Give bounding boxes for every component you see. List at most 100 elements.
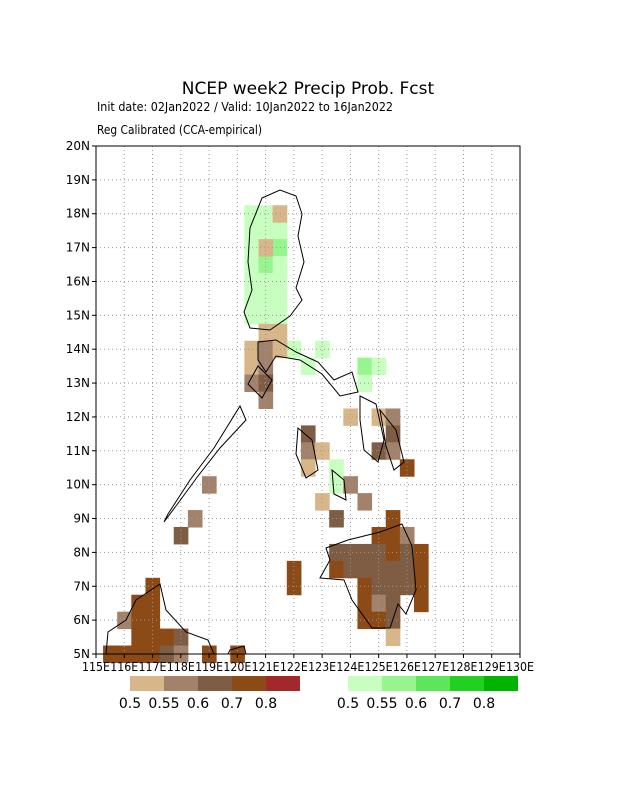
- lon-tick-label: 119E: [195, 660, 223, 674]
- prob-cell: [343, 560, 358, 579]
- axes: 115E 116E 117E 118E 119E 120E 121E 122E 123E 124E…: [66, 139, 534, 674]
- prob-cell: [385, 560, 401, 579]
- prob-cell: [145, 594, 161, 613]
- lat-tick-label: 20N: [66, 139, 90, 153]
- prob-cell: [300, 425, 316, 443]
- lon-tick-label: 120E: [223, 660, 251, 674]
- legend-swatch: [266, 676, 300, 691]
- prob-cell: [258, 239, 274, 257]
- lon-tick-label: 117E: [139, 660, 167, 674]
- prob-cell: [202, 476, 217, 494]
- prob-cell: [187, 510, 203, 528]
- legend-label: 0.8: [255, 696, 277, 712]
- legend-swatch: [382, 676, 416, 691]
- prob-cell: [371, 543, 387, 562]
- prob-cell: [258, 256, 274, 274]
- legend-label: 0.8: [473, 696, 495, 712]
- prob-cell: [371, 611, 387, 630]
- lat-tick-label: 12N: [66, 410, 90, 424]
- cells: [103, 205, 429, 663]
- prob-cell: [244, 340, 260, 359]
- map-frame: [95, 145, 521, 655]
- prob-cell: [244, 357, 260, 376]
- prob-cell: [399, 543, 415, 562]
- legend-swatch: [232, 676, 266, 691]
- prob-cell: [272, 222, 288, 240]
- legend-swatch: [130, 676, 164, 691]
- prob-cell: [258, 205, 274, 223]
- prob-cell: [300, 357, 316, 376]
- prob-cell: [272, 323, 288, 342]
- lon-tick-label: 127E: [421, 660, 449, 674]
- prob-cell: [286, 340, 302, 359]
- lat-tick-label: 5N: [73, 647, 90, 661]
- legend-swatch: [348, 676, 382, 691]
- prob-cell: [315, 340, 330, 359]
- prob-cell: [286, 560, 302, 579]
- legend-label: 0.6: [187, 696, 209, 712]
- lat-tick-label: 9N: [73, 512, 90, 526]
- subtitle: Reg Calibrated (CCA-empirical): [97, 123, 262, 137]
- legend-swatch: [164, 676, 198, 691]
- prob-cell: [258, 306, 274, 325]
- prob-cell: [244, 273, 260, 291]
- prob-cell: [357, 594, 373, 613]
- prob-cell: [244, 374, 260, 393]
- prob-cell: [414, 560, 429, 579]
- prob-cell: [343, 476, 358, 494]
- lon-tick-label: 121E: [252, 660, 280, 674]
- prob-cell: [385, 527, 401, 545]
- prob-cell: [272, 239, 288, 257]
- prob-cell: [272, 256, 288, 274]
- prob-cell: [385, 577, 401, 596]
- prob-cell: [258, 323, 274, 342]
- prob-cell: [357, 560, 373, 579]
- prob-cell: [414, 577, 429, 596]
- prob-cell: [244, 306, 260, 325]
- prob-cell: [385, 628, 401, 647]
- lat-tick-label: 19N: [66, 173, 90, 187]
- lat-tick-label: 17N: [66, 241, 90, 255]
- prob-cell: [399, 560, 415, 579]
- prob-cell: [272, 289, 288, 308]
- prob-cell: [258, 340, 274, 359]
- prob-cell: [131, 611, 146, 630]
- lat-tick-label: 14N: [66, 342, 90, 356]
- legend-label: 0.6: [405, 696, 427, 712]
- lat-tick-label: 18N: [66, 207, 90, 221]
- prob-cell: [329, 459, 344, 477]
- legend-swatch: [198, 676, 232, 691]
- prob-cell: [272, 340, 288, 359]
- legend-label: 0.5: [119, 696, 141, 712]
- lon-tick-label: 129E: [478, 660, 506, 674]
- prob-cell: [173, 527, 189, 545]
- prob-cell: [258, 391, 274, 409]
- legend-swatch: [416, 676, 450, 691]
- lon-tick-label: 116E: [110, 660, 138, 674]
- prob-cell: [357, 357, 373, 376]
- lon-tick-label: 124E: [336, 660, 364, 674]
- prob-cell: [244, 205, 260, 223]
- prob-cell: [272, 273, 288, 291]
- lon-tick-label: 130E: [506, 660, 534, 674]
- prob-cell: [244, 222, 260, 240]
- lat-tick-label: 11N: [66, 444, 90, 458]
- prob-cell: [131, 594, 146, 613]
- legend-swatch: [450, 676, 484, 691]
- subtitle: Init date: 02Jan2022 / Valid: 10Jan2022 …: [97, 100, 393, 114]
- lat-tick-label: 16N: [66, 274, 90, 288]
- lon-tick-label: 126E: [393, 660, 421, 674]
- prob-cell: [244, 256, 260, 274]
- prob-cell: [244, 289, 260, 308]
- prob-cell: [343, 408, 358, 426]
- prob-cell: [385, 510, 401, 528]
- prob-cell: [371, 527, 387, 545]
- lat-tick-label: 8N: [73, 545, 90, 559]
- prob-cell: [414, 543, 429, 562]
- prob-cell: [300, 459, 316, 477]
- lon-tick-label: 123E: [308, 660, 336, 674]
- prob-cell: [145, 628, 161, 647]
- lat-tick-label: 15N: [66, 308, 90, 322]
- lon-tick-label: 115E: [82, 660, 110, 674]
